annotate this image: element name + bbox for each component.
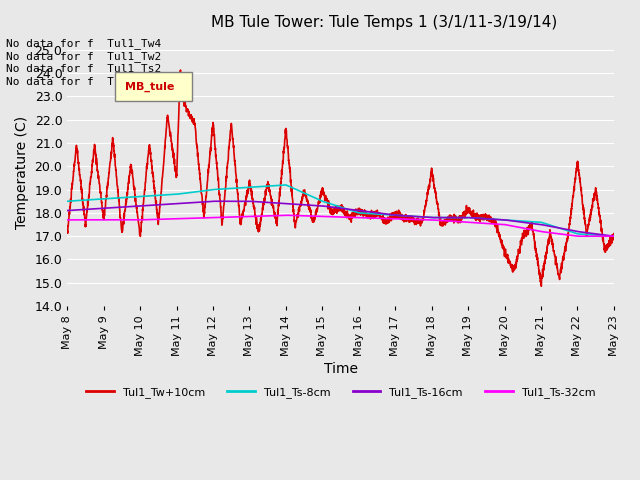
Legend: Tul1_Tw+10cm, Tul1_Ts-8cm, Tul1_Ts-16cm, Tul1_Ts-32cm: Tul1_Tw+10cm, Tul1_Ts-8cm, Tul1_Ts-16cm,…	[81, 383, 600, 402]
Y-axis label: Temperature (C): Temperature (C)	[15, 116, 29, 228]
Title: MB Tule Tower: Tule Temps 1 (3/1/11-3/19/14): MB Tule Tower: Tule Temps 1 (3/1/11-3/19…	[211, 15, 557, 30]
X-axis label: Time: Time	[324, 361, 358, 375]
Text: No data for f  Tul1_Tw4
No data for f  Tul1_Tw2
No data for f  Tul1_Ts2
No data : No data for f Tul1_Tw4 No data for f Tul…	[6, 38, 162, 87]
Text: MB_tule: MB_tule	[125, 82, 174, 93]
